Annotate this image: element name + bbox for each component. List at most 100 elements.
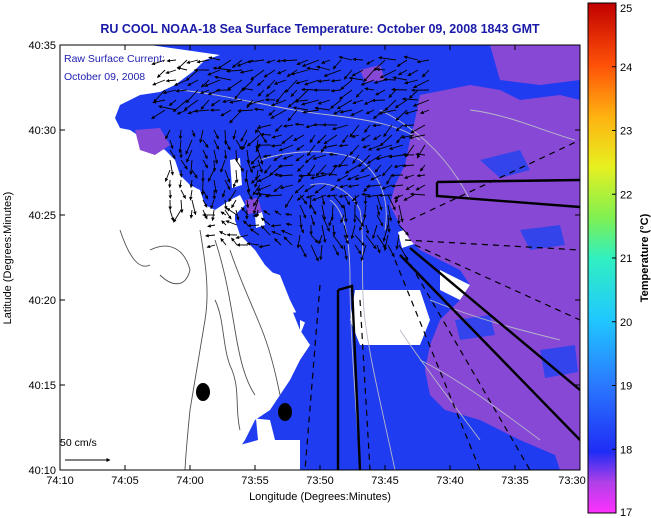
current-vector — [379, 134, 393, 147]
current-vector — [220, 211, 227, 216]
current-vector — [156, 69, 166, 78]
current-vector — [262, 154, 272, 158]
sst-field-blue-patches — [455, 150, 578, 378]
current-vector — [364, 124, 371, 133]
current-vector — [250, 69, 265, 81]
current-vector — [228, 189, 237, 203]
current-vector — [152, 79, 166, 86]
current-vector — [362, 204, 367, 219]
x-tick-label: 74:05 — [111, 475, 139, 487]
current-vector — [178, 179, 183, 189]
current-vector — [403, 55, 419, 61]
current-vector — [221, 189, 226, 198]
current-vector — [405, 184, 415, 191]
current-vector — [374, 164, 382, 173]
current-vector — [241, 86, 254, 91]
current-vector — [283, 236, 293, 246]
current-vector — [275, 124, 283, 133]
current-vector — [343, 244, 348, 260]
current-vector — [347, 174, 360, 181]
colorbar-tick-label: 22 — [620, 189, 632, 201]
colorbar-tick-label: 21 — [620, 253, 632, 265]
current-vector — [416, 59, 430, 64]
current-vector — [275, 89, 287, 103]
current-vector — [295, 79, 309, 85]
current-vector — [321, 224, 327, 244]
current-vector — [351, 134, 360, 138]
current-vector — [351, 69, 364, 77]
current-vector — [376, 234, 387, 249]
current-vector — [312, 154, 327, 160]
current-vector — [321, 214, 330, 232]
current-vector — [301, 59, 320, 67]
current-vector — [283, 124, 294, 128]
current-vector — [220, 159, 226, 173]
current-vector — [202, 199, 208, 208]
current-vector — [314, 184, 327, 194]
current-vector — [271, 230, 282, 236]
current-vector — [297, 164, 305, 172]
current-vector — [363, 194, 368, 205]
current-vector — [239, 69, 254, 74]
current-vector — [246, 59, 265, 64]
current-vector — [180, 159, 188, 170]
current-vector — [165, 78, 177, 83]
current-vector — [185, 89, 199, 104]
scale-arrow-label: 50 cm/s — [60, 437, 97, 449]
current-vector — [384, 99, 397, 111]
current-vector — [391, 184, 404, 188]
current-vector — [310, 234, 319, 244]
current-vector — [363, 69, 375, 82]
current-vector — [404, 79, 419, 85]
current-vector — [421, 69, 430, 78]
current-vector — [207, 224, 216, 228]
current-vector — [183, 99, 199, 111]
current-vector — [229, 99, 243, 104]
current-vector — [339, 109, 353, 114]
current-vector — [287, 109, 298, 122]
current-vector — [395, 124, 404, 132]
surface-current-vectors — [151, 55, 430, 262]
current-vector — [365, 234, 377, 250]
current-vector — [191, 199, 197, 216]
current-vector — [282, 58, 298, 63]
current-vector — [168, 99, 177, 107]
y-tick-label: 40:20 — [28, 295, 56, 307]
current-vector — [284, 194, 294, 209]
current-vector — [412, 99, 430, 107]
current-vector — [387, 194, 396, 211]
current-vector — [398, 224, 409, 236]
current-vector — [372, 224, 378, 240]
current-vector — [312, 194, 327, 201]
current-vector — [317, 79, 331, 83]
current-vector — [180, 189, 186, 199]
current-vector — [174, 79, 188, 86]
current-vector — [165, 129, 171, 140]
current-vector — [310, 244, 319, 262]
current-vector — [373, 134, 382, 141]
current-vector — [419, 164, 426, 172]
figure-title: RU COOL NOAA-18 Sea Surface Temperature:… — [100, 22, 540, 36]
current-vector — [199, 129, 204, 144]
current-vector — [332, 234, 344, 249]
current-vector — [343, 194, 351, 206]
current-vector — [186, 59, 199, 64]
current-vector — [240, 129, 248, 142]
current-vector — [282, 154, 294, 160]
current-vector — [176, 109, 188, 115]
current-vector — [323, 134, 338, 145]
current-vector — [321, 194, 326, 206]
current-vector — [231, 199, 237, 209]
current-vector — [354, 194, 358, 206]
current-vector — [152, 99, 166, 104]
colorbar-tick-label: 25 — [620, 3, 632, 15]
current-vector — [247, 99, 265, 106]
current-vector — [252, 184, 261, 196]
current-vector — [179, 199, 184, 214]
current-vector — [318, 234, 323, 245]
current-vector — [293, 134, 305, 142]
current-vector — [396, 59, 408, 67]
current-vector — [332, 194, 345, 209]
current-vector — [264, 164, 272, 174]
current-vector — [231, 237, 238, 246]
